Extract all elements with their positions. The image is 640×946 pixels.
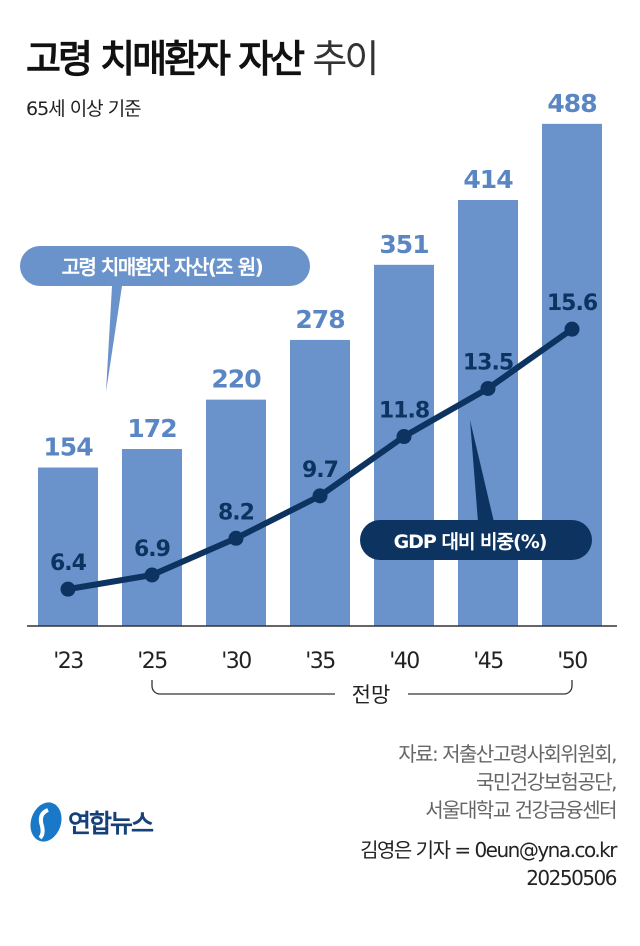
bar-value-label: 278 (295, 305, 344, 334)
bar-legend-label: 고령 치매환자 자산(조 원) (62, 255, 263, 279)
line-point (228, 530, 244, 546)
bar (374, 264, 434, 626)
forecast-label: 전망 (352, 683, 391, 707)
line-point (144, 567, 160, 583)
x-tick-label: '30 (221, 649, 251, 674)
line-point (564, 321, 580, 337)
bar (38, 467, 98, 626)
credit: 김영은 기자 = 0eun@yna.co.kr 20250506 (360, 836, 617, 892)
reporter-credit: 김영은 기자 = 0eun@yna.co.kr (360, 838, 617, 862)
bar-value-label: 220 (211, 365, 261, 394)
forecast-bracket (151, 680, 573, 695)
logo-text: 연합뉴스 (68, 809, 154, 838)
line-point (312, 488, 328, 504)
line-legend-callout (360, 520, 592, 560)
x-tick-label: '35 (305, 649, 335, 674)
logo-icon (30, 802, 62, 842)
x-tick-label: '50 (557, 649, 587, 674)
line-legend-pointer (470, 420, 494, 522)
bar (206, 399, 266, 626)
line-value-label: 6.9 (134, 537, 170, 562)
bar (458, 199, 518, 626)
x-tick-label: '40 (389, 649, 419, 674)
line-value-label: 6.4 (50, 551, 87, 576)
yonhap-logo: 연합뉴스 (28, 800, 154, 844)
x-tick-label: '25 (137, 649, 167, 674)
source-line: 서울대학교 건강금융센터 (425, 798, 617, 822)
x-tick-label: '45 (473, 649, 503, 674)
source-line: 자료: 저출산고령사회위원회, (398, 742, 617, 766)
bar-value-label: 414 (463, 165, 513, 194)
line-value-label: 13.5 (463, 350, 513, 375)
line-value-label: 15.6 (547, 291, 598, 316)
line-legend-label: GDP 대비 비중(%) (394, 531, 547, 553)
date: 20250506 (526, 866, 617, 890)
title-bold: 고령 치매환자 자산 (26, 37, 305, 81)
x-tick-label: '23 (53, 649, 83, 674)
chart-subtitle: 65세 이상 기준 (26, 98, 142, 120)
line-value-label: 9.7 (302, 458, 338, 483)
line-point (480, 380, 496, 396)
line-point (60, 581, 76, 597)
bar (122, 449, 182, 626)
line-value-label: 11.8 (379, 399, 429, 424)
source-line: 국민건강보험공단, (475, 770, 618, 794)
bar-value-label: 172 (127, 414, 176, 443)
title-light: 추이 (312, 37, 379, 81)
bar-value-label: 488 (547, 89, 596, 118)
source-note: 자료: 저출산고령사회위원회, 국민건강보험공단, 서울대학교 건강금융센터 (398, 740, 618, 824)
bar-legend-callout (20, 246, 310, 392)
bar-value-label: 351 (379, 230, 428, 259)
chart-title: 고령 치매환자 자산 추이 (26, 28, 379, 83)
line-point (396, 429, 412, 445)
bar-value-label: 154 (43, 433, 93, 462)
line-value-label: 8.2 (218, 500, 254, 525)
